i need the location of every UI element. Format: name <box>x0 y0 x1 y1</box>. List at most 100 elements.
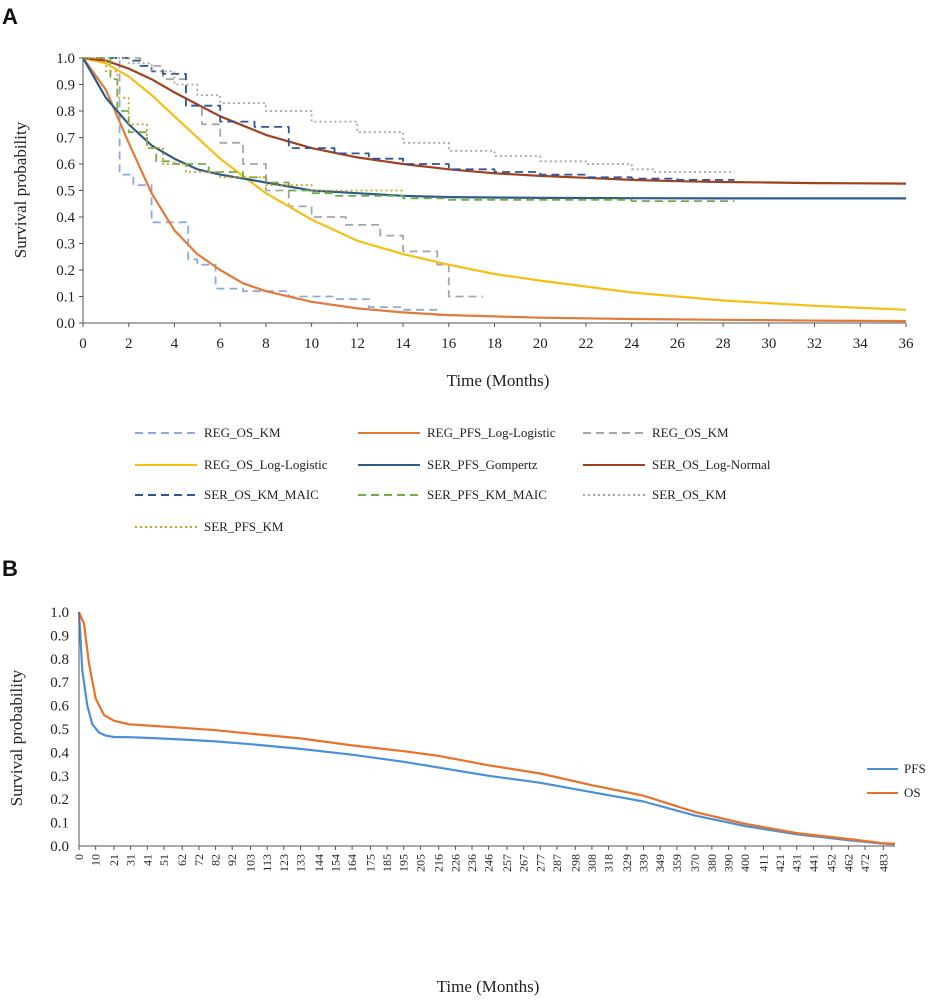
chart-b-x-tick-label: 349 <box>653 854 667 872</box>
chart-a-x-tick-label: 12 <box>350 336 365 352</box>
chart-b: 0.00.10.20.30.40.50.60.70.80.91.00 10 21 31… <box>7 605 926 996</box>
chart-a-y-tick-label: 0.4 <box>56 210 75 226</box>
chart-a-legend-label: SER_PFS_KM <box>204 519 284 534</box>
chart-a-x-axis-title: Time (Months) <box>447 371 550 390</box>
chart-b-x-tick-label: 452 <box>825 854 839 872</box>
chart-b-x-tick-label: 62 <box>175 854 189 866</box>
chart-b-x-tick-label: 164 <box>345 854 359 872</box>
chart-a-x-tick-label: 22 <box>578 336 593 352</box>
chart-a-y-tick-label: 0.2 <box>56 263 75 279</box>
chart-a-legend-label: SER_OS_Log-Normal <box>652 457 771 472</box>
chart-b-x-tick-label: 144 <box>312 854 326 872</box>
chart-b-y-tick-label: 0.8 <box>50 652 69 668</box>
chart-a-legend-label: REG_OS_KM <box>652 425 729 440</box>
chart-a-x-tick-label: 10 <box>304 336 319 352</box>
chart-a-legend-label: SER_OS_KM <box>652 487 727 502</box>
chart-b-x-tick-label: 390 <box>721 854 735 872</box>
chart-a-series-reg-os-log-logistic-3 <box>82 56 907 311</box>
chart-a-x-tick-label: 0 <box>79 336 87 352</box>
chart-a-x-tick-label: 34 <box>853 336 869 352</box>
chart-b-y-axis-title: Survival probability <box>7 669 26 806</box>
chart-a-legend-label: REG_PFS_Log-Logistic <box>427 425 556 440</box>
chart-b-series-os <box>77 611 896 845</box>
chart-b-y-tick-label: 0.4 <box>50 745 69 761</box>
chart-a-x-tick-label: 4 <box>171 336 179 352</box>
chart-a-x-tick-label: 16 <box>441 336 457 352</box>
chart-a-x-tick-label: 8 <box>262 336 270 352</box>
chart-b-x-tick-label: 41 <box>140 854 154 866</box>
chart-b-x-tick-label: 308 <box>585 854 599 872</box>
chart-a-series-reg-os-km-2 <box>83 57 484 298</box>
chart-b-x-tick-label: 10 <box>89 854 103 866</box>
chart-a-x-tick-label: 18 <box>487 336 502 352</box>
chart-b-x-tick-label: 267 <box>517 854 531 872</box>
chart-b-series-pfs <box>77 611 896 846</box>
chart-b-y-tick-label: 0.9 <box>50 628 69 644</box>
chart-b-x-tick-label: 380 <box>705 854 719 872</box>
chart-b-x-tick-label: 123 <box>277 854 291 872</box>
chart-b-y-tick-label: 0.1 <box>50 816 69 832</box>
chart-a-y-tick-label: 1.0 <box>56 51 75 67</box>
chart-b-x-tick-label: 277 <box>533 854 547 872</box>
chart-b-x-tick-label: 472 <box>858 854 872 872</box>
chart-b-x-tick-label: 236 <box>465 854 479 872</box>
chart-b-y-tick-label: 1.0 <box>50 605 69 621</box>
chart-b-x-tick-label: 31 <box>124 854 138 866</box>
chart-b-x-tick-label: 154 <box>328 854 342 872</box>
chart-b-x-tick-label: 246 <box>482 854 496 872</box>
chart-b-y-tick-label: 0.6 <box>50 699 69 715</box>
chart-a: 0.00.10.20.30.40.50.60.70.80.91.00 2 4 6 8 10… <box>11 51 914 534</box>
chart-a-y-tick-label: 0.5 <box>56 184 75 200</box>
chart-a-legend-label: SER_PFS_KM_MAIC <box>427 487 547 502</box>
chart-a-series-ser-pfs-gompertz-4 <box>82 57 906 200</box>
chart-b-x-tick-label: 359 <box>670 854 684 872</box>
chart-b-x-tick-label: 216 <box>432 854 446 872</box>
chart-a-x-tick-label: 30 <box>761 336 776 352</box>
chart-a-y-tick-label: 0.6 <box>56 157 75 173</box>
chart-b-x-tick-label: 421 <box>773 854 787 872</box>
chart-a-legend: REG_OS_KM REG_PFS_Log-Logistic REG_OS_KM RE… <box>135 425 771 534</box>
chart-b-x-tick-label: 339 <box>637 854 651 872</box>
chart-a-legend-label: SER_PFS_Gompertz <box>427 457 538 472</box>
chart-b-y-tick-label: 0.2 <box>50 792 69 808</box>
chart-a-x-tick-label: 28 <box>716 336 731 352</box>
chart-b-x-tick-label: 113 <box>260 854 274 872</box>
chart-b-x-tick-label: 483 <box>876 854 890 872</box>
chart-b-x-tick-label: 103 <box>244 854 258 872</box>
chart-b-x-tick-label: 287 <box>550 854 564 872</box>
chart-b-x-axis-title: Time (Months) <box>437 977 540 996</box>
chart-b-x-tick-label: 21 <box>107 854 121 866</box>
chart-b-x-tick-label: 441 <box>806 854 820 872</box>
chart-b-x-tick-label: 257 <box>500 854 514 872</box>
panel-label-b: B <box>2 556 18 581</box>
chart-b-x-tick-label: 72 <box>192 854 206 866</box>
chart-a-y-tick-label: 0.1 <box>56 290 75 306</box>
chart-a-series-ser-pfs-km-9 <box>83 57 404 192</box>
chart-b-legend-label: OS <box>904 785 921 800</box>
chart-b-x-tick-label: 82 <box>209 854 223 866</box>
chart-b-x-tick-label: 431 <box>790 854 804 872</box>
chart-a-legend-label: REG_OS_Log-Logistic <box>204 457 328 472</box>
chart-b-x-tick-label: 298 <box>568 854 582 872</box>
panel-label-a: A <box>2 4 18 29</box>
chart-b-x-tick-label: 318 <box>602 854 616 872</box>
chart-a-series-reg-pfs-log-logistic-1 <box>82 57 907 323</box>
chart-b-legend-label: PFS <box>904 761 926 776</box>
chart-b-x-tick-label: 175 <box>363 854 377 872</box>
chart-a-x-tick-label: 20 <box>533 336 548 352</box>
chart-a-x-tick-label: 2 <box>125 336 133 352</box>
chart-b-y-tick-label: 0.7 <box>50 675 69 691</box>
chart-b-x-tick-label: 195 <box>397 854 411 872</box>
chart-a-x-tick-label: 26 <box>670 336 686 352</box>
chart-a-series-ser-os-km-8 <box>83 57 735 173</box>
chart-b-y-tick-label: 0.3 <box>50 769 69 785</box>
chart-a-legend-label: REG_OS_KM <box>204 425 281 440</box>
chart-b-x-tick-label: 133 <box>293 854 307 872</box>
chart-a-x-tick-label: 24 <box>624 336 640 352</box>
chart-a-legend-label: SER_OS_KM_MAIC <box>204 487 319 502</box>
chart-b-x-tick-label: 205 <box>413 854 427 872</box>
chart-b-x-tick-label: 370 <box>688 854 702 872</box>
chart-b-x-tick-label: 51 <box>157 854 171 866</box>
chart-a-x-tick-label: 14 <box>396 336 412 352</box>
